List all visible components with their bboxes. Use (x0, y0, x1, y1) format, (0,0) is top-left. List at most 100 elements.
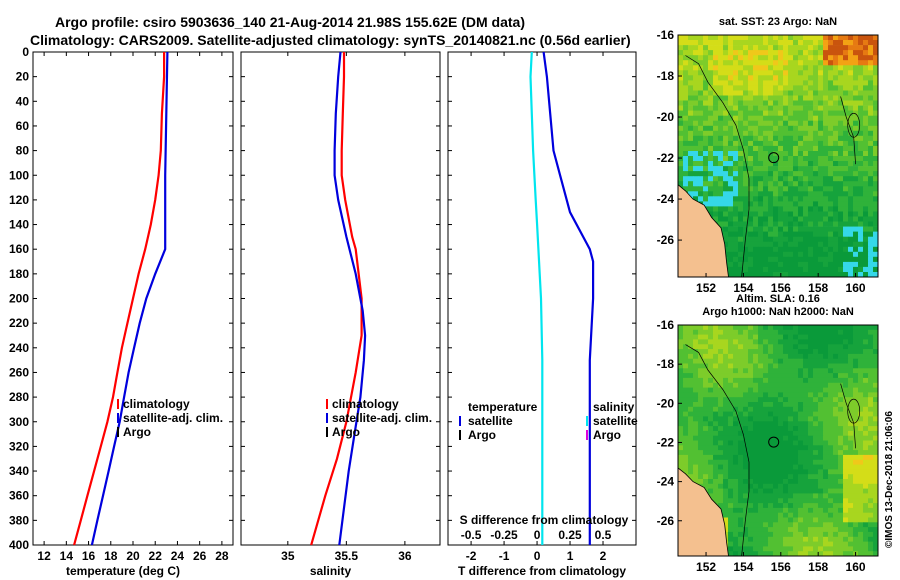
x-tick-label: 12 (37, 549, 51, 563)
map-x-tick-label: 152 (696, 281, 716, 295)
y-tick-label: 380 (9, 513, 29, 527)
legend-label: Argo (332, 425, 360, 439)
top-x-tick-label: 0 (534, 528, 541, 542)
map-y-tick-label: -24 (657, 192, 675, 206)
map-title: Altim. SLA: 0.16 (736, 293, 820, 305)
y-tick-label: 400 (9, 538, 29, 552)
x-tick-label: 16 (82, 549, 96, 563)
map-x-tick-label: 154 (733, 560, 753, 574)
x-tick-label: 26 (193, 549, 207, 563)
top-x-tick-label: 0.5 (595, 528, 612, 542)
y-tick-label: 40 (16, 94, 30, 108)
legend-label: climatology (123, 397, 190, 411)
depth-contour (840, 383, 856, 449)
x-tick-label: 14 (60, 549, 74, 563)
map-x-tick-label: 152 (696, 560, 716, 574)
map-y-tick-label: -26 (657, 514, 675, 528)
x-axis-label: T difference from climatology (458, 564, 626, 578)
x-tick-label: 36 (398, 549, 412, 563)
depth-contour (840, 96, 856, 165)
sst-map: sat. SST: 23 Argo: NaN 152 154 156 158 160 -16… (657, 16, 879, 295)
top-x-tick-label: 0.25 (558, 528, 582, 542)
legend-header-temperature: temperature (468, 400, 538, 414)
map-y-tick-label: -18 (657, 69, 675, 83)
map-frame (677, 34, 879, 278)
plot-frame (240, 51, 441, 546)
series-line (542, 51, 595, 545)
profile-location-marker (768, 152, 780, 164)
top-x-tick-label: -0.5 (461, 528, 482, 542)
x-axis-label: salinity (310, 564, 352, 578)
x-tick-label: 28 (215, 549, 229, 563)
reef-contour (847, 398, 861, 424)
map-y-tick-label: -16 (657, 318, 675, 332)
y-tick-label: 60 (16, 119, 30, 133)
legend-label: satellite-adj. clim. (332, 411, 432, 425)
y-tick-label: 200 (9, 292, 29, 306)
y-tick-label: 300 (9, 415, 29, 429)
x-tick-label: 22 (149, 549, 163, 563)
legend-label: climatology (332, 397, 399, 411)
x-tick-label: 24 (171, 549, 185, 563)
map-y-tick-label: -16 (657, 28, 675, 42)
y-tick-label: 0 (22, 45, 29, 59)
x-tick-label: 35.5 (335, 549, 359, 563)
x-tick-label: 0 (534, 549, 541, 563)
title-line-1: Argo profile: csiro 5903636_140 21-Aug-2… (55, 14, 525, 30)
x-tick-label: -2 (466, 549, 477, 563)
y-tick-label: 140 (9, 218, 29, 232)
salinity-panel: 35 35.5 36 salinity climatologysatellite-adj… (240, 51, 441, 578)
legend-label: satellite-adj. clim. (123, 411, 223, 425)
map-x-tick-label: 160 (846, 281, 866, 295)
map-x-tick-label: 160 (846, 560, 866, 574)
map-x-tick-label: 156 (771, 560, 791, 574)
x-tick-label: 2 (600, 549, 607, 563)
map-x-tick-label: 156 (771, 281, 791, 295)
reef-contour (847, 112, 861, 138)
depth-contour (685, 55, 750, 278)
map-y-tick-label: -26 (657, 233, 675, 247)
y-tick-label: 180 (9, 267, 29, 281)
y-tick-label: 360 (9, 489, 29, 503)
map-frame (677, 324, 879, 557)
map-x-tick-label: 154 (733, 281, 753, 295)
y-tick-label: 20 (16, 70, 30, 84)
x-tick-label: 18 (104, 549, 118, 563)
legend-label: Argo (123, 425, 151, 439)
credit-text: ©IMOS 13-Dec-2018 21:06:06 (884, 411, 895, 548)
series-line (90, 51, 169, 546)
series-line (310, 52, 363, 546)
y-tick-label: 220 (9, 316, 29, 330)
series-line (529, 51, 544, 545)
map-x-tick-label: 158 (808, 560, 828, 574)
map-field (678, 35, 879, 278)
difference-panel: -2 -1 0 1 2T difference from climatology temp… (447, 51, 638, 578)
map-y-tick-label: -22 (657, 435, 675, 449)
temperature-panel: 0 20 40 60 80 100 120 140 160 180 200 220 240 260 280 3… (9, 45, 234, 578)
y-tick-label: 340 (9, 464, 29, 478)
top-x-axis-label: S difference from climatology (460, 513, 629, 527)
series-line (73, 52, 166, 546)
map-x-tick-label: 158 (808, 281, 828, 295)
map-title: sat. SST: 23 Argo: NaN (719, 16, 837, 28)
y-tick-label: 100 (9, 168, 29, 182)
legend-label: Argo (468, 428, 496, 442)
y-tick-label: 80 (16, 144, 30, 158)
series-line (333, 51, 367, 546)
legend-label: Argo (593, 428, 621, 442)
map-y-tick-label: -24 (657, 475, 675, 489)
x-tick-label: 35 (281, 549, 295, 563)
y-tick-label: 320 (9, 439, 29, 453)
profile-location-marker (768, 436, 780, 448)
x-tick-label: 1 (567, 549, 574, 563)
x-axis-label: temperature (deg C) (66, 564, 180, 578)
map-y-tick-label: -22 (657, 151, 675, 165)
y-tick-label: 260 (9, 365, 29, 379)
map-title: Argo h1000: NaN h2000: NaN (702, 306, 854, 318)
x-tick-label: -1 (499, 549, 510, 563)
y-tick-label: 120 (9, 193, 29, 207)
legend-label: satellite (468, 414, 513, 428)
x-tick-label: 20 (126, 549, 140, 563)
map-y-tick-label: -18 (657, 357, 675, 371)
